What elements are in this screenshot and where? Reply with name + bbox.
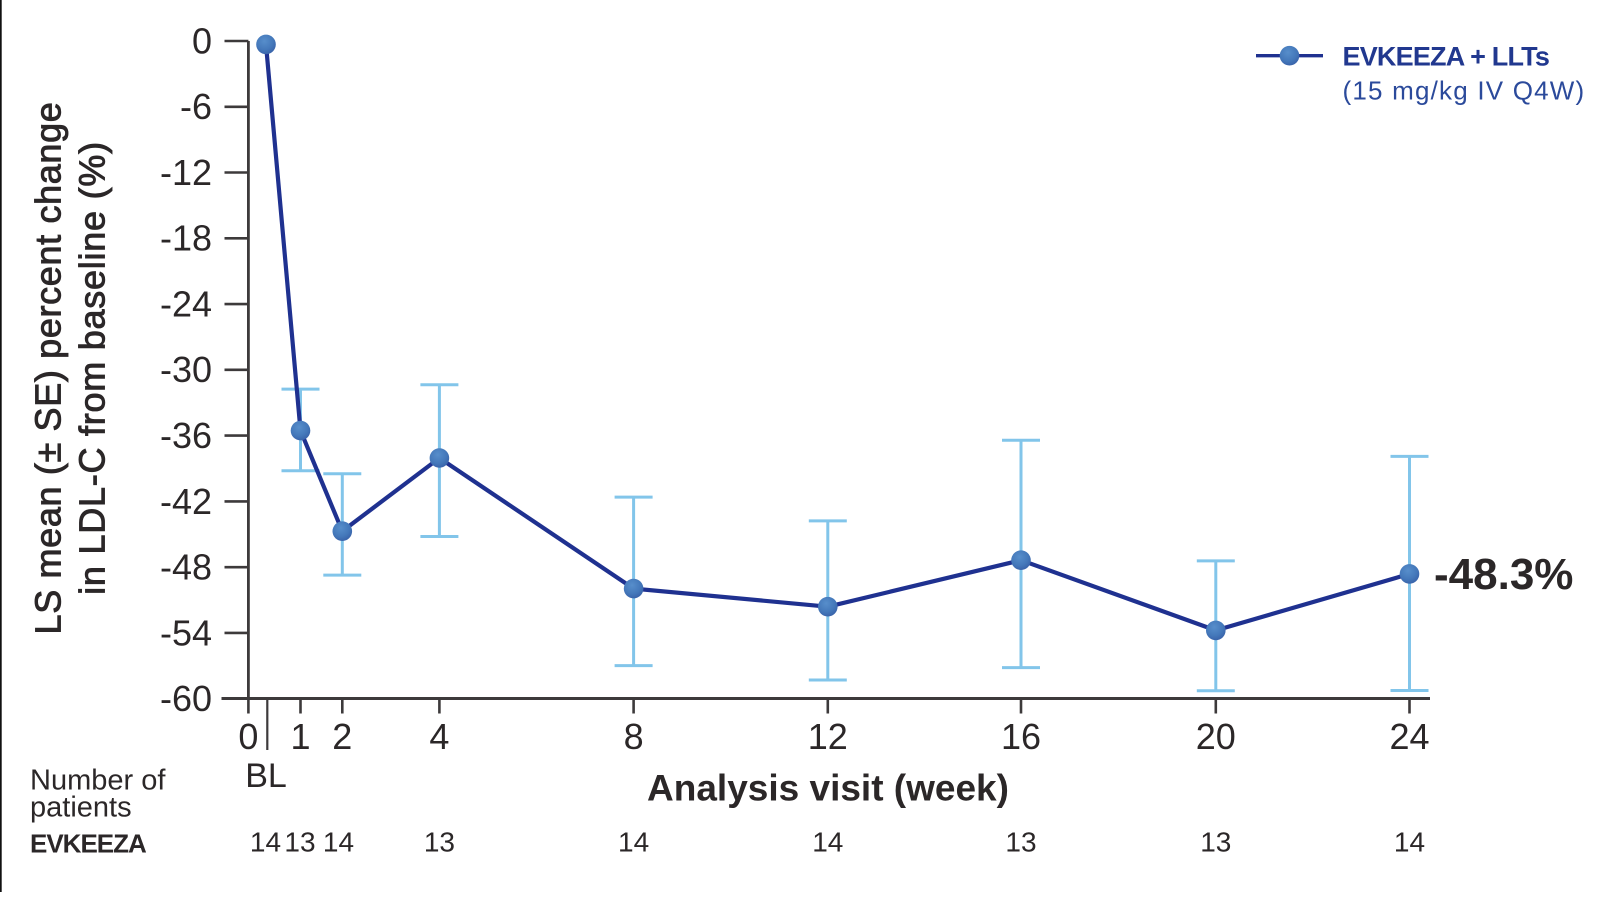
svg-text:2: 2 <box>332 716 352 757</box>
svg-text:14: 14 <box>812 827 843 858</box>
svg-text:13: 13 <box>424 827 455 858</box>
svg-text:-12: -12 <box>160 152 212 193</box>
svg-text:-54: -54 <box>160 612 212 653</box>
svg-text:0: 0 <box>238 716 258 757</box>
svg-text:24: 24 <box>1389 716 1429 757</box>
svg-text:14: 14 <box>250 827 281 858</box>
svg-text:EVKEEZA + LLTs: EVKEEZA + LLTs <box>1343 41 1550 71</box>
svg-text:in LDL-C from baseline (%): in LDL-C from baseline (%) <box>71 141 112 595</box>
svg-text:-18: -18 <box>160 218 212 259</box>
svg-text:LS mean (± SE) percent change: LS mean (± SE) percent change <box>28 102 69 635</box>
svg-text:14: 14 <box>618 827 649 858</box>
svg-text:13: 13 <box>1200 827 1231 858</box>
svg-text:-30: -30 <box>160 349 212 390</box>
svg-text:(15 mg/kg IV Q4W): (15 mg/kg IV Q4W) <box>1343 76 1586 106</box>
svg-text:0: 0 <box>192 20 212 61</box>
svg-text:1: 1 <box>290 716 310 757</box>
svg-text:14: 14 <box>1394 827 1425 858</box>
svg-text:-24: -24 <box>160 284 212 325</box>
svg-text:-48.3%: -48.3% <box>1434 550 1573 599</box>
svg-text:4: 4 <box>429 716 449 757</box>
svg-text:BL: BL <box>245 757 287 795</box>
svg-text:-48: -48 <box>160 547 212 588</box>
svg-text:Number of: Number of <box>30 765 166 797</box>
svg-text:EVKEEZA: EVKEEZA <box>30 828 147 858</box>
svg-text:20: 20 <box>1196 716 1236 757</box>
svg-text:patients: patients <box>30 792 132 824</box>
svg-text:16: 16 <box>1001 716 1041 757</box>
svg-text:8: 8 <box>624 716 644 757</box>
svg-text:13: 13 <box>284 827 315 858</box>
svg-text:-60: -60 <box>160 678 212 719</box>
svg-text:-42: -42 <box>160 481 212 522</box>
svg-text:14: 14 <box>323 827 354 858</box>
svg-text:12: 12 <box>808 716 848 757</box>
svg-text:-36: -36 <box>160 415 212 456</box>
svg-text:13: 13 <box>1005 827 1036 858</box>
svg-text:-6: -6 <box>180 86 212 127</box>
svg-text:Analysis visit (week): Analysis visit (week) <box>647 767 1009 808</box>
